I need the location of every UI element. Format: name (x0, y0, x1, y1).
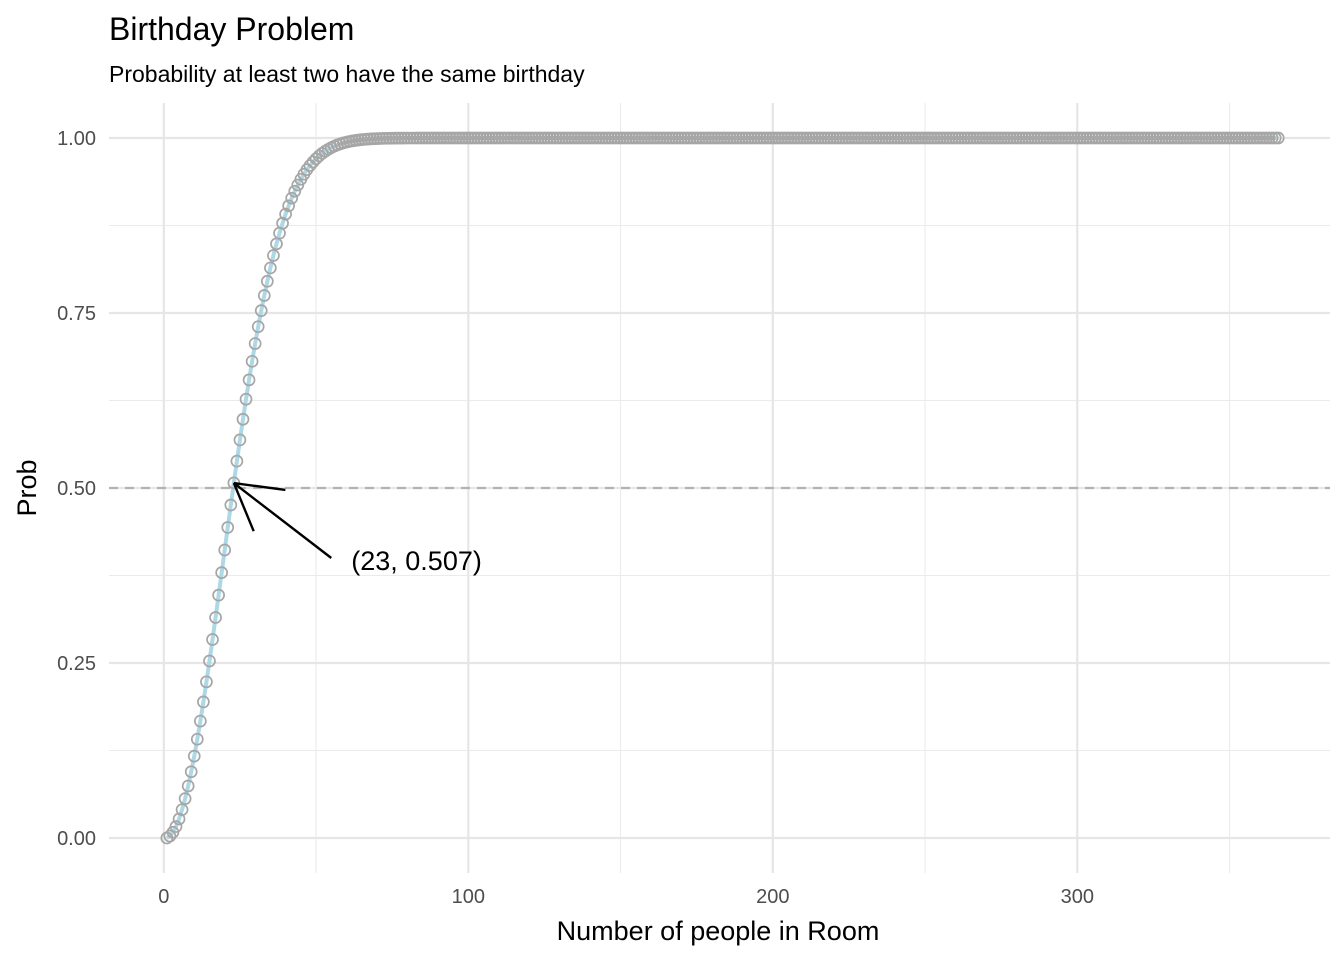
data-point (224, 498, 238, 512)
annotation-arrow-head (232, 482, 255, 532)
data-point (230, 454, 244, 468)
data-point (251, 320, 265, 334)
x-tick-label: 200 (756, 886, 789, 908)
data-point (209, 611, 222, 624)
data-point (260, 274, 274, 288)
data-point (282, 199, 295, 213)
data-point (233, 433, 247, 447)
data-point (279, 207, 292, 221)
data-point (236, 412, 250, 426)
data-point (190, 732, 204, 746)
y-tick-label: 0.50 (57, 478, 96, 500)
annotation-arrow-shaft (233, 482, 333, 559)
data-point (254, 304, 268, 318)
data-point (203, 654, 216, 668)
data-point (257, 289, 271, 302)
chart-title: Birthday Problem (109, 11, 354, 47)
data-point (242, 373, 256, 387)
y-axis-title: Prob (12, 459, 42, 516)
data-point (184, 765, 198, 779)
y-tick-label: 0.75 (57, 303, 96, 325)
data-point (178, 792, 192, 805)
data-point (248, 337, 262, 350)
y-tick-label: 1.00 (57, 128, 96, 150)
data-point (163, 829, 177, 843)
annotation-arrow-head (233, 481, 286, 492)
data-point (264, 261, 277, 275)
data-point (245, 354, 259, 368)
data-point (221, 521, 235, 534)
data-point (200, 675, 213, 689)
data-point (267, 249, 280, 262)
y-tick-label: 0.25 (57, 653, 96, 675)
annotation-label: (23, 0.507) (351, 546, 482, 576)
data-point (197, 695, 210, 709)
data-point (285, 191, 299, 205)
data-point (212, 588, 225, 602)
y-tick-label: 0.00 (57, 828, 96, 850)
data-point (194, 714, 207, 728)
data-point (288, 184, 302, 198)
plot-panel: 0 100 200 300 0.00 0.25 0.50 0.75 1.00 (23, 0.507… (57, 103, 1330, 908)
x-tick-label: 0 (158, 886, 169, 908)
data-point (181, 779, 195, 793)
x-tick-label: 100 (452, 886, 485, 908)
chart-subtitle: Probability at least two have the same b… (109, 61, 585, 87)
data-point (206, 633, 219, 646)
data-point (239, 392, 253, 406)
data-point (169, 820, 183, 833)
data-point (218, 543, 232, 557)
data-point (1271, 131, 1285, 145)
data-point (215, 566, 229, 579)
data-point (187, 749, 201, 763)
x-axis-title: Number of people in Room (557, 916, 880, 946)
x-tick-label: 300 (1061, 886, 1094, 908)
